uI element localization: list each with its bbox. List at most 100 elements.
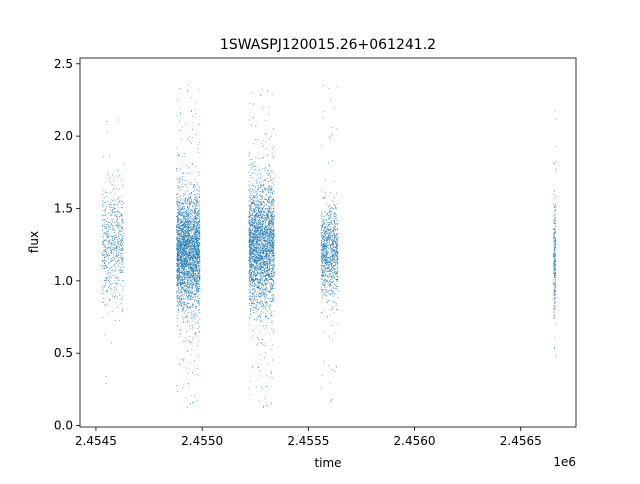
data-point [271,135,273,137]
data-point [252,265,254,267]
data-point [119,175,121,177]
data-point [176,325,178,327]
data-point [111,237,113,239]
data-point [185,228,187,230]
data-point [182,294,184,296]
data-point [187,216,189,217]
data-point [194,264,196,266]
data-point [198,124,200,126]
data-point [112,239,114,241]
chart-title: 1SWASPJ120015.26+061241.2 [220,37,436,53]
data-point [177,255,179,257]
data-point [108,230,110,232]
data-point [198,267,200,269]
data-point [177,223,179,225]
data-point [196,290,198,292]
data-point [250,204,252,206]
data-point [177,178,179,180]
data-point [107,225,109,227]
data-point [194,251,196,253]
data-point [185,221,187,223]
data-point [252,118,254,120]
data-point [196,256,198,258]
data-point [185,198,187,200]
data-point [263,202,265,203]
data-point [179,275,181,277]
data-point [179,233,180,235]
data-point [113,264,115,266]
data-point [105,250,107,252]
data-point [182,242,184,244]
data-point [185,269,187,271]
data-point [191,142,193,144]
data-point [260,305,262,307]
data-point [113,198,115,200]
data-point [190,298,192,300]
data-point [258,290,260,292]
data-point [252,252,254,254]
data-point [118,279,120,281]
data-point [259,219,261,221]
data-point [255,165,256,167]
data-point [182,207,184,209]
data-point [182,248,184,250]
data-point [186,284,188,286]
data-point [193,256,194,258]
data-point [184,267,186,269]
data-point [194,255,195,257]
data-point [198,322,200,324]
data-point [271,190,273,191]
data-point [259,314,260,316]
data-point [111,210,113,212]
data-point [191,287,193,289]
data-point [115,246,117,248]
data-point [116,279,118,281]
data-point [189,270,191,272]
data-point [116,261,118,263]
data-point [177,292,179,294]
data-point [271,256,273,258]
data-point [268,235,270,237]
data-point [180,291,182,293]
data-point [181,275,183,277]
data-point [177,208,179,210]
data-point [180,221,181,223]
data-point [179,299,181,301]
data-point [121,247,123,249]
data-point [189,209,191,211]
data-point [195,258,197,260]
data-point [194,241,196,243]
data-point [182,223,184,225]
data-point [116,224,118,226]
data-point [122,238,124,240]
data-point [123,221,124,223]
data-point [178,213,180,215]
data-point [184,265,186,267]
data-point [179,269,181,271]
data-point [186,187,188,189]
data-point [195,251,197,253]
data-point [273,301,275,303]
data-point [112,229,114,231]
data-point [186,215,188,216]
data-point [254,255,256,257]
data-point [115,282,117,284]
data-point [184,221,186,223]
data-point [191,200,193,202]
data-point [105,214,107,216]
data-point [106,254,108,256]
data-point [196,300,198,302]
data-point [193,293,195,295]
data-point [198,249,200,251]
data-point [182,246,184,248]
data-point [191,251,192,253]
data-point [177,154,179,156]
data-point [188,201,190,203]
data-point [199,271,201,272]
data-point [193,259,195,261]
data-point [196,274,197,276]
data-point [181,215,183,217]
data-point [191,297,193,299]
data-point [188,227,190,229]
data-point [178,224,180,226]
